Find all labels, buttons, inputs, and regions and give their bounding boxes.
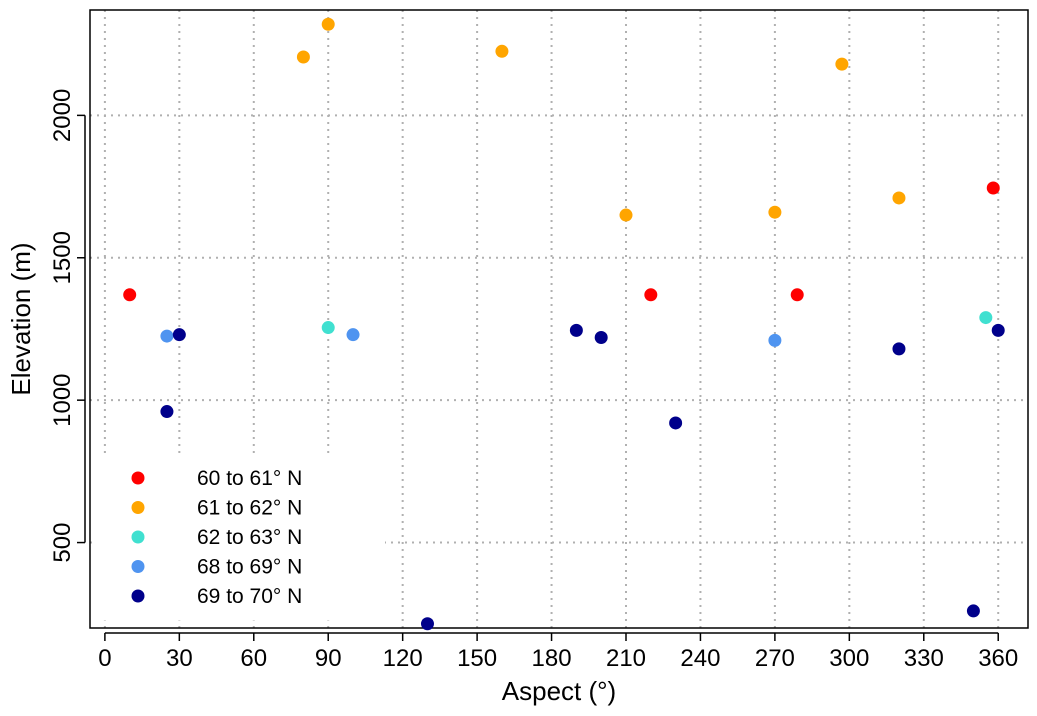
data-point	[979, 311, 993, 325]
legend-label: 69 to 70° N	[197, 585, 302, 608]
x-tick-label: 150	[457, 645, 497, 672]
x-tick-label: 210	[606, 645, 646, 672]
legend-marker	[131, 471, 145, 485]
x-tick-label: 60	[240, 645, 267, 672]
grid-lines	[90, 10, 1028, 628]
x-axis-title: Aspect (°)	[502, 676, 616, 706]
y-axis-title: Elevation (m)	[6, 242, 36, 395]
data-point	[296, 50, 310, 64]
legend: 60 to 61° N 61 to 62° N 62 to 63° N 68 to 6…	[95, 455, 385, 621]
x-tick-label: 240	[680, 645, 720, 672]
data-point	[123, 288, 137, 302]
legend-marker	[131, 560, 145, 573]
data-point	[420, 617, 434, 631]
x-tick-label: 270	[755, 645, 795, 672]
x-tick-label: 180	[532, 645, 572, 672]
data-point	[321, 17, 335, 31]
data-point	[569, 323, 583, 337]
data-point	[790, 288, 804, 302]
data-point	[160, 329, 174, 343]
x-tick-label: 330	[904, 645, 944, 672]
legend-label: 62 to 63° N	[197, 526, 302, 549]
data-point	[619, 208, 633, 222]
data-point	[495, 44, 509, 58]
data-point	[768, 333, 782, 347]
y-tick-label: 1500	[49, 231, 76, 284]
x-tick-label: 360	[978, 645, 1018, 672]
legend-label: 60 to 61° N	[197, 467, 302, 490]
x-tick-label: 0	[98, 645, 111, 672]
x-tick-label: 300	[829, 645, 869, 672]
x-tick-label: 30	[166, 645, 193, 672]
data-point	[835, 57, 849, 71]
y-tick-label: 2000	[49, 89, 76, 142]
data-point	[966, 604, 980, 618]
y-tick-label: 1000	[49, 373, 76, 426]
x-tick-label: 120	[383, 645, 423, 672]
legend-marker	[131, 501, 145, 514]
x-tick-label: 90	[315, 645, 342, 672]
data-point	[768, 205, 782, 219]
y-tick-label: 500	[49, 523, 76, 563]
data-point	[644, 288, 658, 302]
data-point	[594, 331, 608, 345]
data-point	[346, 328, 360, 342]
data-point	[991, 323, 1005, 337]
data-point	[321, 321, 335, 335]
data-point	[160, 405, 174, 419]
data-point	[986, 181, 1000, 195]
data-point	[892, 191, 906, 205]
legend-marker	[131, 589, 145, 603]
axes: 0 30 60 90 120 150 180 210 240 270 300 330 360 500 100…	[49, 89, 1018, 672]
data-point	[172, 328, 186, 342]
data-point	[892, 342, 906, 356]
legend-label: 68 to 69° N	[197, 556, 302, 579]
legend-marker	[131, 530, 145, 544]
data-point	[669, 416, 683, 430]
plot-frame	[89, 9, 1029, 629]
data-points	[123, 17, 1005, 631]
legend-label: 61 to 62° N	[197, 497, 302, 520]
